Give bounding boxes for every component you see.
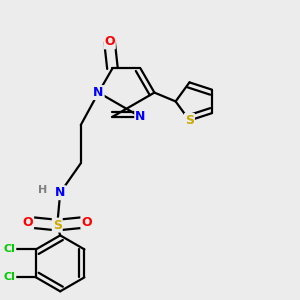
Text: N: N (135, 110, 146, 123)
Text: S: S (185, 114, 194, 127)
Text: Cl: Cl (4, 244, 15, 254)
Text: N: N (55, 186, 65, 199)
Text: N: N (93, 86, 104, 99)
Text: H: H (38, 185, 47, 195)
Text: O: O (104, 35, 115, 48)
Text: O: O (81, 216, 92, 229)
Text: Cl: Cl (4, 272, 15, 282)
Text: S: S (53, 219, 62, 232)
Text: O: O (22, 216, 33, 229)
